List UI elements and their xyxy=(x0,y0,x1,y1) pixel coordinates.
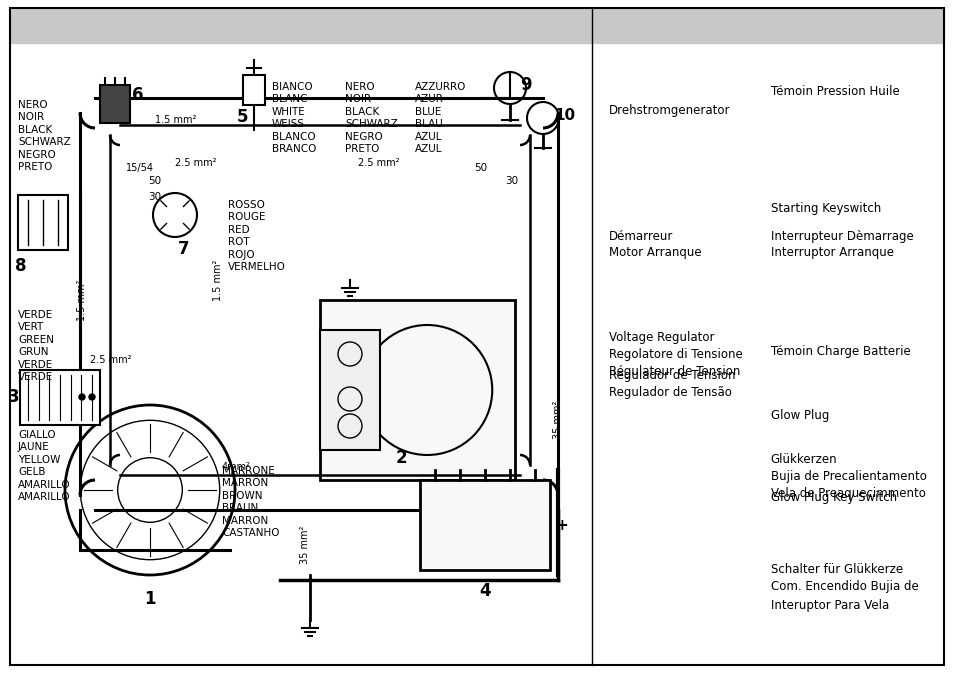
Text: Glow Plug Key Switch: Glow Plug Key Switch xyxy=(770,491,896,504)
Bar xyxy=(10,8,943,43)
Text: NERO
NOIR
BLACK
SCHWARZ
NEGRO
PRETO: NERO NOIR BLACK SCHWARZ NEGRO PRETO xyxy=(345,82,397,154)
Bar xyxy=(20,370,100,425)
Text: Drehstromgenerator: Drehstromgenerator xyxy=(608,104,729,117)
Text: AZZURRO
AZUR
BLUE
BLAU
AZUL
AZUL: AZZURRO AZUR BLUE BLAU AZUL AZUL xyxy=(415,82,466,154)
Text: 35 mm²: 35 mm² xyxy=(553,401,562,439)
Bar xyxy=(243,75,265,105)
Text: Interruptor Arranque: Interruptor Arranque xyxy=(770,246,893,259)
Text: Motor Arranque: Motor Arranque xyxy=(608,246,700,259)
Text: 2.5 mm²: 2.5 mm² xyxy=(90,355,132,365)
Text: 50: 50 xyxy=(474,163,487,173)
Bar xyxy=(319,300,515,480)
Bar xyxy=(18,195,68,250)
Text: +: + xyxy=(555,518,567,532)
Text: 9: 9 xyxy=(519,76,531,94)
Text: Témoin Charge Batterie: Témoin Charge Batterie xyxy=(770,345,909,358)
Text: Schalter für Glükkerze
Com. Encendido Bujia de: Schalter für Glükkerze Com. Encendido Bu… xyxy=(770,563,918,594)
Text: Glükkerzen
Bujia de Precalientamento
Vela de Preaquecimmento: Glükkerzen Bujia de Precalientamento Vel… xyxy=(770,453,925,500)
Text: NERO
NOIR
BLACK
SCHWARZ
NEGRO
PRETO: NERO NOIR BLACK SCHWARZ NEGRO PRETO xyxy=(18,100,71,172)
Text: ROSSO
ROUGE
RED
ROT
ROJO
VERMELHO: ROSSO ROUGE RED ROT ROJO VERMELHO xyxy=(228,200,286,272)
Text: 1.5 mm²: 1.5 mm² xyxy=(77,279,87,321)
Text: VERDE
VERT
GREEN
GRUN
VERDE
VERDE: VERDE VERT GREEN GRUN VERDE VERDE xyxy=(18,310,54,382)
Text: 2.5 mm²: 2.5 mm² xyxy=(174,158,216,168)
Bar xyxy=(319,330,379,450)
Text: BIANCO
BLANC
WHITE
WEISS
BLANCO
BRANCO: BIANCO BLANC WHITE WEISS BLANCO BRANCO xyxy=(272,82,316,154)
Bar xyxy=(100,85,130,123)
Text: Interuptor Para Vela: Interuptor Para Vela xyxy=(770,599,888,612)
Text: 7: 7 xyxy=(178,240,190,258)
Text: Glow Plug: Glow Plug xyxy=(770,409,828,421)
Text: 1.5 mm²: 1.5 mm² xyxy=(213,259,223,301)
Text: 4: 4 xyxy=(478,582,490,600)
Text: Démarreur: Démarreur xyxy=(608,230,672,243)
Text: 30: 30 xyxy=(504,176,517,186)
Text: 50: 50 xyxy=(148,176,161,186)
Circle shape xyxy=(79,394,85,400)
Text: Témoin Pression Huile: Témoin Pression Huile xyxy=(770,85,899,98)
Text: 5: 5 xyxy=(236,108,248,126)
Text: 10: 10 xyxy=(554,108,575,122)
Text: 8: 8 xyxy=(15,257,27,275)
Text: 15/54: 15/54 xyxy=(126,163,153,173)
Text: 6: 6 xyxy=(132,86,143,104)
Text: 2.5 mm²: 2.5 mm² xyxy=(357,158,399,168)
Text: 3: 3 xyxy=(8,388,20,406)
Text: Starting Keyswitch: Starting Keyswitch xyxy=(770,202,881,215)
Text: 1.5 mm²: 1.5 mm² xyxy=(154,115,196,125)
Text: 35 mm²: 35 mm² xyxy=(299,526,310,564)
Text: 4mm²: 4mm² xyxy=(222,462,251,472)
Text: Regulador de Tension
Regulador de Tensão: Regulador de Tension Regulador de Tensão xyxy=(608,369,735,399)
Text: 2: 2 xyxy=(395,450,407,468)
Text: 30: 30 xyxy=(148,192,161,202)
Circle shape xyxy=(89,394,95,400)
Text: GIALLO
JAUNE
YELLOW
GELB
AMARILLO
AMARILLO: GIALLO JAUNE YELLOW GELB AMARILLO AMARIL… xyxy=(18,430,71,502)
Bar xyxy=(419,480,550,570)
Text: Interrupteur Dèmarrage: Interrupteur Dèmarrage xyxy=(770,230,913,243)
Text: MARRONE
MARRON
BROWN
BRAUN
MARRON
CASTANHO: MARRONE MARRON BROWN BRAUN MARRON CASTAN… xyxy=(222,466,279,538)
Text: Voltage Regulator
Regolatore di Tensione
Régulateur de Tension: Voltage Regulator Regolatore di Tensione… xyxy=(608,331,741,378)
Text: 1: 1 xyxy=(144,590,155,608)
